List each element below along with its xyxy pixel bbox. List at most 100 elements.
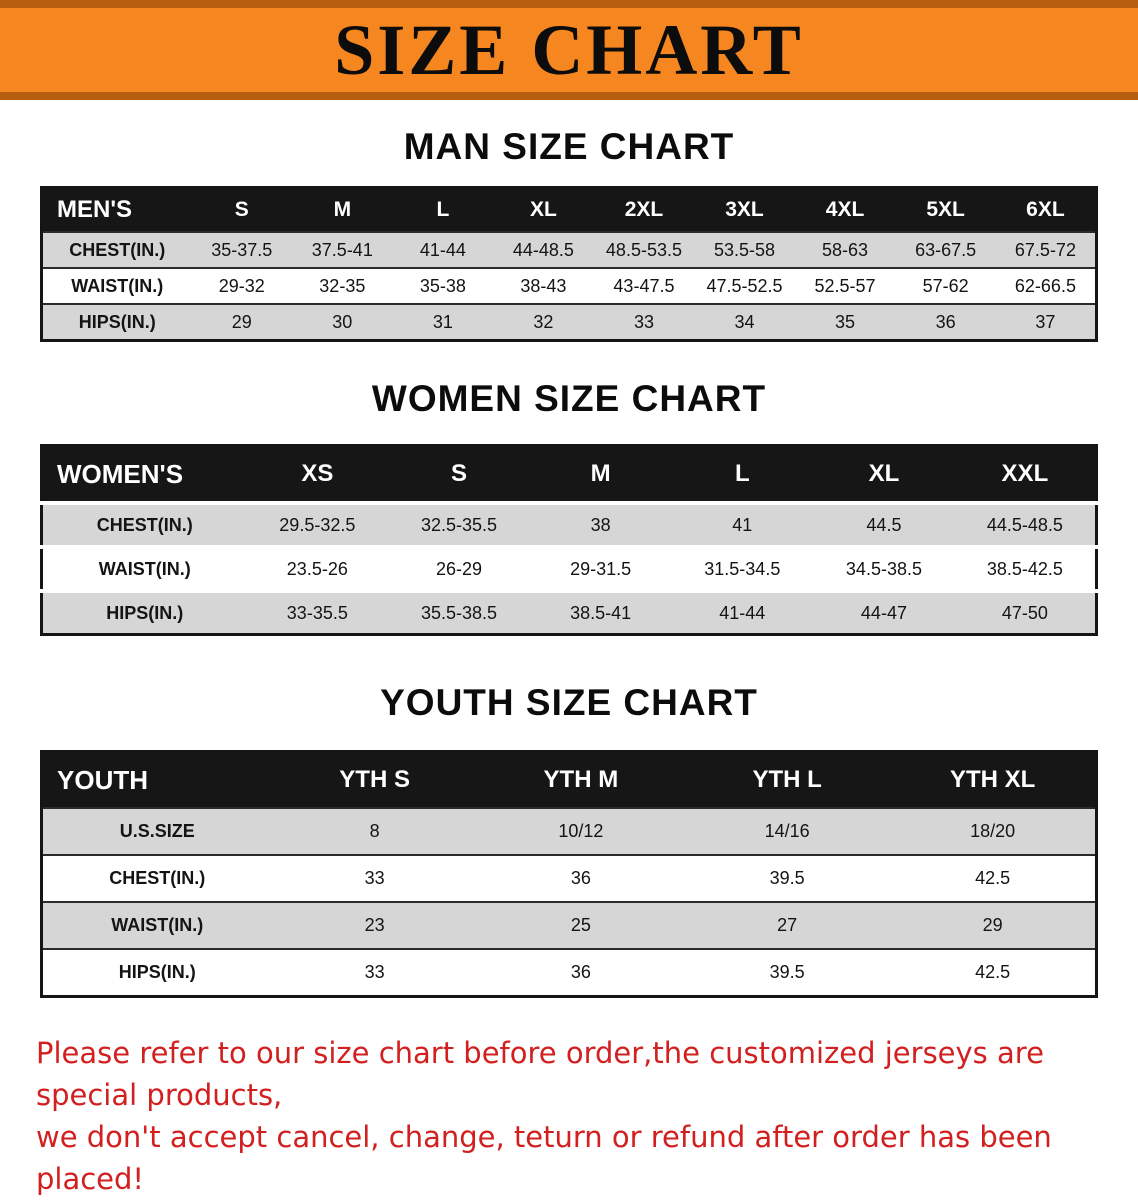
size-column-header: XL (493, 187, 594, 232)
table-corner-label: WOMEN'S (41, 445, 247, 503)
size-value-cell: 26-29 (388, 545, 530, 591)
row-label: WAIST(IN.) (41, 267, 192, 304)
size-value-cell: 41-44 (671, 589, 814, 635)
size-value-cell: 52.5-57 (794, 267, 896, 304)
size-column-header: 5XL (895, 187, 996, 232)
size-value-cell: 44-47 (813, 589, 955, 635)
disclaimer-line-2: we don't accept cancel, change, teturn o… (36, 1120, 1052, 1197)
youth-size-chart-heading: YOUTH SIZE CHART (380, 682, 758, 723)
size-value-cell: 32 (493, 303, 594, 341)
size-value-cell: 41 (671, 501, 814, 547)
man-size-chart-heading: MAN SIZE CHART (403, 126, 735, 167)
size-value-cell: 8 (271, 807, 478, 855)
size-value-cell: 44.5-48.5 (954, 501, 1097, 547)
size-value-cell: 38 (529, 501, 672, 547)
table-row: U.S.SIZE 8 10/12 14/16 18/20 (41, 807, 1097, 855)
size-column-header: 6XL (995, 187, 1097, 232)
table-row: WAIST(IN.) 29-32 32-35 35-38 38-43 43-47.5 47.… (41, 267, 1097, 304)
size-column-header: 4XL (794, 187, 896, 232)
size-value-cell: 47.5-52.5 (694, 267, 795, 304)
size-value-cell: 23.5-26 (246, 545, 389, 591)
size-value-cell: 32.5-35.5 (388, 501, 530, 547)
table-row: WAIST(IN.) 23.5-26 26-29 29-31.5 31.5-34.5 34… (41, 545, 1097, 591)
size-column-header: 3XL (694, 187, 795, 232)
row-label: CHEST(IN.) (41, 854, 272, 902)
size-column-header: 2XL (593, 187, 695, 232)
size-value-cell: 29 (890, 901, 1097, 949)
table-row: CHEST(IN.) 33 36 39.5 42.5 (41, 854, 1097, 902)
size-value-cell: 63-67.5 (895, 231, 996, 268)
size-column-header: M (529, 445, 672, 503)
size-value-cell: 41-44 (392, 231, 494, 268)
row-label: WAIST(IN.) (41, 901, 272, 949)
size-value-cell: 34.5-38.5 (813, 545, 955, 591)
row-label: HIPS(IN.) (41, 948, 272, 997)
size-column-header: L (392, 187, 494, 232)
size-value-cell: 53.5-58 (694, 231, 795, 268)
size-column-header: S (388, 445, 530, 503)
size-value-cell: 39.5 (684, 854, 891, 902)
women-table-header: WOMEN'S XS S M L XL XXL (41, 445, 1097, 503)
size-value-cell: 44-48.5 (493, 231, 594, 268)
men-table-header: MEN'S S M L XL 2XL 3XL 4XL 5XL 6XL (41, 187, 1097, 232)
size-value-cell: 29.5-32.5 (246, 501, 389, 547)
row-label: WAIST(IN.) (41, 545, 247, 591)
size-column-header: YTH XL (890, 751, 1097, 808)
size-value-cell: 23 (271, 901, 478, 949)
men-size-table: MEN'S S M L XL 2XL 3XL 4XL 5XL 6XL CHEST(IN.) 35-3… (40, 186, 1098, 342)
disclaimer-note: Please refer to our size chart before or… (36, 1032, 1138, 1200)
size-value-cell: 38.5-42.5 (954, 545, 1097, 591)
table-row: WAIST(IN.) 23 25 27 29 (41, 901, 1097, 949)
row-label: HIPS(IN.) (41, 589, 247, 635)
size-value-cell: 29-31.5 (529, 545, 672, 591)
size-value-cell: 33 (271, 948, 478, 997)
size-value-cell: 34 (694, 303, 795, 341)
size-column-header: L (671, 445, 814, 503)
table-row: CHEST(IN.) 29.5-32.5 32.5-35.5 38 41 44.5 44.5… (41, 501, 1097, 547)
table-corner-label: YOUTH (41, 751, 272, 808)
size-value-cell: 35.5-38.5 (388, 589, 530, 635)
size-value-cell: 18/20 (890, 807, 1097, 855)
size-value-cell: 32-35 (292, 267, 393, 304)
banner-title: SIZE CHART (334, 10, 804, 90)
size-value-cell: 67.5-72 (995, 231, 1097, 268)
men-table-body: CHEST(IN.) 35-37.5 37.5-41 41-44 44-48.5 48.5… (41, 231, 1097, 341)
size-value-cell: 39.5 (684, 948, 891, 997)
row-label: HIPS(IN.) (41, 303, 192, 341)
size-value-cell: 31.5-34.5 (671, 545, 814, 591)
size-column-header: XL (813, 445, 955, 503)
size-value-cell: 10/12 (477, 807, 684, 855)
size-column-header: XXL (954, 445, 1097, 503)
size-value-cell: 35-38 (392, 267, 494, 304)
women-table-body: CHEST(IN.) 29.5-32.5 32.5-35.5 38 41 44.5 44.5… (41, 501, 1097, 635)
size-value-cell: 62-66.5 (995, 267, 1097, 304)
youth-table-header: YOUTH YTH S YTH M YTH L YTH XL (41, 751, 1097, 808)
size-value-cell: 42.5 (890, 948, 1097, 997)
size-value-cell: 42.5 (890, 854, 1097, 902)
table-row: CHEST(IN.) 35-37.5 37.5-41 41-44 44-48.5 48.5… (41, 231, 1097, 268)
row-label: U.S.SIZE (41, 807, 272, 855)
row-label: CHEST(IN.) (41, 501, 247, 547)
size-value-cell: 43-47.5 (593, 267, 695, 304)
size-value-cell: 35 (794, 303, 896, 341)
size-value-cell: 29 (191, 303, 293, 341)
size-column-header: YTH M (477, 751, 684, 808)
size-value-cell: 35-37.5 (191, 231, 293, 268)
size-value-cell: 30 (292, 303, 393, 341)
size-value-cell: 31 (392, 303, 494, 341)
size-value-cell: 25 (477, 901, 684, 949)
size-column-header: XS (246, 445, 389, 503)
table-row: HIPS(IN.) 29 30 31 32 33 34 35 36 37 (41, 303, 1097, 341)
size-column-header: M (292, 187, 393, 232)
size-value-cell: 38-43 (493, 267, 594, 304)
size-value-cell: 58-63 (794, 231, 896, 268)
size-value-cell: 33 (271, 854, 478, 902)
size-value-cell: 14/16 (684, 807, 891, 855)
row-label: CHEST(IN.) (41, 231, 192, 268)
size-value-cell: 47-50 (954, 589, 1097, 635)
size-value-cell: 44.5 (813, 501, 955, 547)
size-value-cell: 48.5-53.5 (593, 231, 695, 268)
size-value-cell: 33-35.5 (246, 589, 389, 635)
table-row: HIPS(IN.) 33-35.5 35.5-38.5 38.5-41 41-44 44-… (41, 589, 1097, 635)
size-value-cell: 36 (477, 854, 684, 902)
